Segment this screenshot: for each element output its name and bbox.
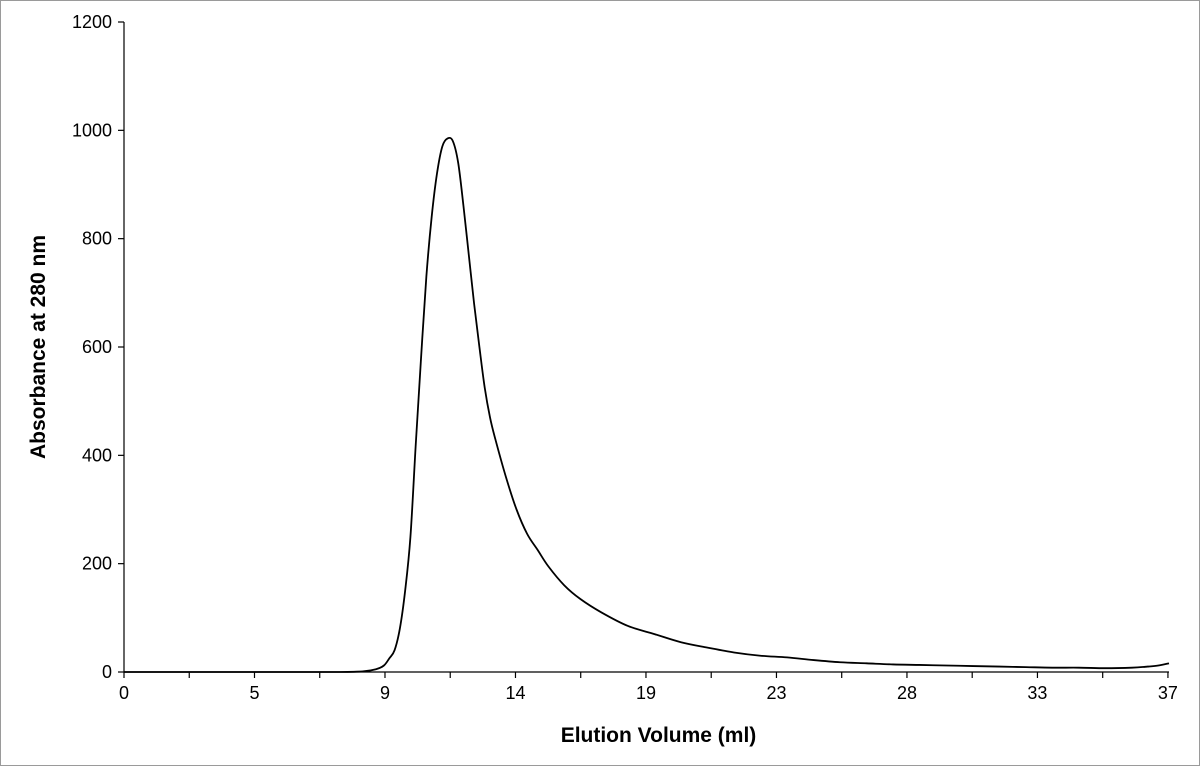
y-tick-label: 200 (82, 554, 112, 574)
x-tick-label: 23 (766, 683, 786, 703)
x-tick-label: 19 (636, 683, 656, 703)
x-tick-label: 0 (119, 683, 129, 703)
y-tick-label: 800 (82, 229, 112, 249)
y-tick-label: 0 (102, 662, 112, 682)
x-tick-label: 5 (249, 683, 259, 703)
x-tick-label: 9 (380, 683, 390, 703)
absorbance-series-line (124, 136, 1170, 673)
x-tick-label: 28 (897, 683, 917, 703)
x-axis-title: Elution Volume (ml) (561, 724, 757, 747)
x-tick-label: 33 (1027, 683, 1047, 703)
x-tick-label: 37 (1158, 683, 1178, 703)
x-tick-label: 14 (505, 683, 525, 703)
y-tick-label: 600 (82, 337, 112, 357)
y-tick-label: 1200 (72, 12, 112, 32)
y-tick-label: 400 (82, 445, 112, 465)
y-tick-label: 1000 (72, 120, 112, 140)
y-axis-title: Absorbance at 280 nm (27, 235, 50, 459)
